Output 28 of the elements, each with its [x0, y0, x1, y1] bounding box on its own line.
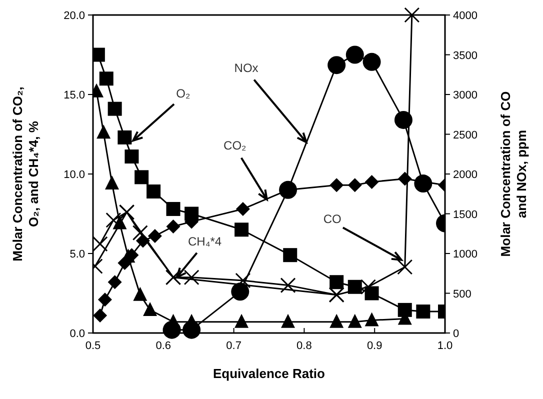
y2-tick-label: 3000: [453, 90, 478, 102]
y-tick-label: 20.0: [64, 10, 85, 22]
y2-tick-label: 2000: [453, 169, 478, 181]
y2-tick-label: 1000: [453, 248, 478, 260]
x-axis-title: Equivalence Ratio: [213, 366, 326, 381]
y2-tick-label: 3500: [453, 50, 478, 62]
x-tick-label: 0.8: [296, 340, 312, 352]
annotation: CH₄*4: [188, 234, 222, 248]
y-tick-label: 5.0: [70, 248, 85, 260]
y2-tick-label: 500: [453, 288, 472, 300]
annotation: CO₂: [224, 138, 247, 152]
y-axis-title: Molar Concentration of CO₂, O₂, and CH₄*4, %: [10, 86, 41, 262]
y2-tick-label: 2500: [453, 129, 478, 142]
annotation: CO: [323, 212, 342, 226]
y2-tick-label: 1500: [453, 208, 478, 221]
annotation: NOx: [234, 61, 258, 76]
x-tick-label: 0.5: [85, 340, 101, 352]
x-tick-label: 0.6: [156, 340, 172, 352]
y2-axis-title: Molar Concentration of CO and NOx, ppm: [498, 91, 529, 257]
x-tick-label: 0.9: [366, 340, 382, 352]
y-tick-label: 0.0: [70, 328, 85, 340]
y2-tick-label: 0: [453, 328, 460, 340]
y-tick-label: 15.0: [64, 90, 85, 102]
y2-tick-label: 4000: [453, 10, 478, 22]
annotation: O₂: [176, 86, 190, 101]
y-tick-label: 10.0: [64, 169, 85, 181]
x-tick-label: 1.0: [437, 340, 453, 352]
x-tick-label: 0.7: [226, 340, 242, 352]
